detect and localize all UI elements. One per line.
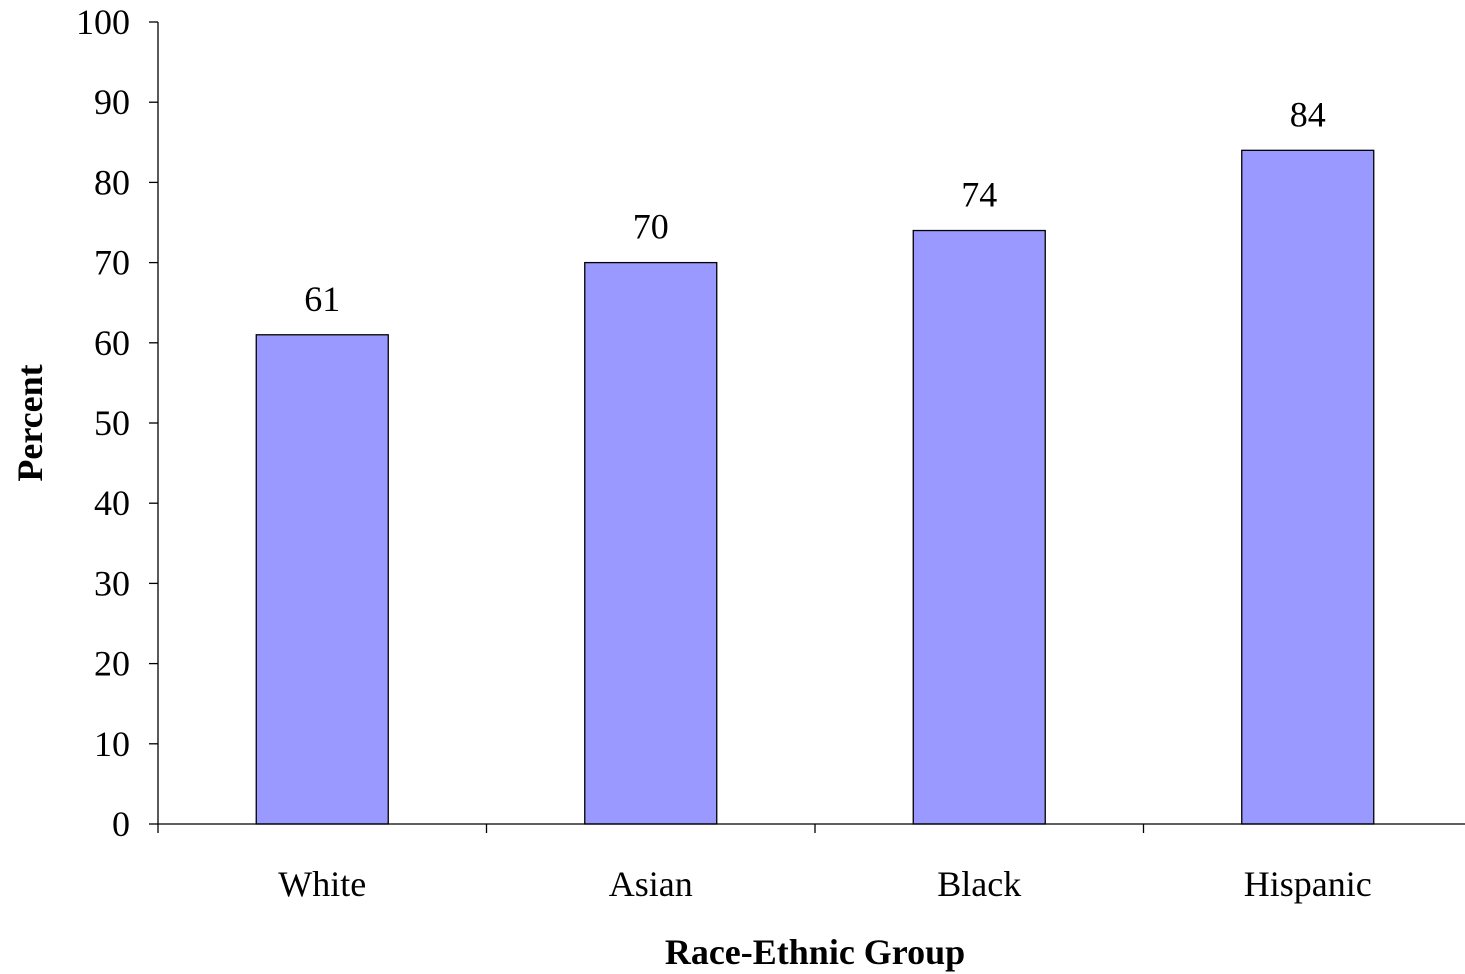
bar-hispanic	[1241, 149, 1375, 825]
y-axis-ticks: 0 10 20 30 40 50 60 70 80 90 100	[76, 2, 158, 844]
x-tick-label: White	[278, 864, 366, 904]
y-tick-label: 10	[94, 724, 130, 764]
y-tick-label: 0	[112, 804, 130, 844]
x-tick-label: Hispanic	[1244, 864, 1372, 904]
y-tick-label: 70	[94, 243, 130, 283]
bar-asian	[584, 261, 718, 825]
bars	[255, 149, 1375, 825]
y-tick-label: 30	[94, 563, 130, 603]
x-axis-tick-labels: White Asian Black Hispanic	[278, 864, 1371, 904]
y-tick-label: 40	[94, 483, 130, 523]
x-axis-ticks	[157, 824, 1145, 833]
y-tick-label: 100	[76, 2, 130, 42]
data-labels: 61 70 74 84	[304, 94, 1326, 318]
x-tick-label: Asian	[609, 864, 693, 904]
y-tick-label: 20	[94, 644, 130, 684]
data-label: 74	[961, 175, 997, 215]
y-tick-label: 80	[94, 162, 130, 202]
x-axis-title: Race-Ethnic Group	[665, 932, 965, 972]
data-label: 70	[633, 207, 669, 247]
bar-black	[912, 229, 1046, 825]
y-tick-label: 60	[94, 323, 130, 363]
bar-white	[255, 334, 389, 825]
y-tick-label: 90	[94, 82, 130, 122]
y-axis-title: Percent	[10, 364, 50, 481]
data-label: 61	[304, 279, 340, 319]
y-tick-label: 50	[94, 403, 130, 443]
data-label: 84	[1290, 94, 1326, 134]
x-tick-label: Black	[937, 864, 1021, 904]
